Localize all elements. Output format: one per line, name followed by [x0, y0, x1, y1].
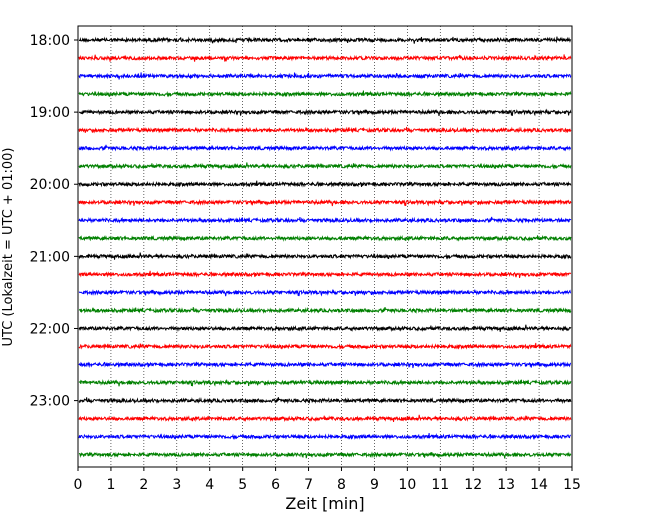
x-tick-label: 14 — [530, 477, 548, 493]
y-tick-label: 23:00 — [30, 394, 70, 410]
x-tick-label: 5 — [238, 477, 247, 493]
x-tick-label: 4 — [205, 477, 214, 493]
trace-line — [78, 270, 572, 279]
x-tick-label: 12 — [464, 477, 482, 493]
y-tick-label: 18:00 — [30, 33, 70, 49]
trace-line — [78, 162, 572, 170]
y-tick-label: 21:00 — [30, 249, 70, 265]
trace-line — [78, 342, 572, 350]
x-tick-label: 11 — [431, 477, 449, 493]
trace-line — [78, 433, 571, 441]
trace-line — [78, 198, 572, 207]
trace-line — [78, 54, 572, 62]
trace-line — [78, 72, 572, 80]
x-tick-label: 6 — [271, 477, 280, 493]
trace-line — [78, 451, 572, 459]
x-axis-label: Zeit [min] — [285, 494, 364, 513]
seismic-traces — [78, 36, 572, 459]
x-tick-label: 0 — [74, 477, 83, 493]
trace-line — [78, 36, 572, 44]
plot-frame — [77, 25, 573, 468]
y-tick-label: 22:00 — [30, 321, 70, 337]
x-tick-label: 13 — [497, 477, 515, 493]
x-tick-label: 9 — [370, 477, 379, 493]
trace-line — [78, 397, 572, 405]
x-tick-label: 7 — [304, 477, 313, 493]
trace-line — [78, 216, 572, 224]
x-tick-label: 3 — [172, 477, 181, 493]
x-tick-label: 1 — [106, 477, 115, 493]
trace-line — [78, 234, 572, 242]
trace-line — [78, 126, 572, 134]
trace-line — [78, 144, 572, 152]
trace-line — [78, 252, 572, 260]
y-tick-label: 20:00 — [30, 177, 70, 193]
trace-line — [78, 108, 572, 117]
x-axis-ticks: 0 1 2 3 4 5 6 7 8 9 10 11 12 13 14 15 — [74, 467, 581, 493]
trace-line — [78, 288, 571, 297]
trace-line — [78, 306, 572, 314]
trace-line — [78, 90, 572, 98]
trace-line — [78, 378, 572, 387]
x-tick-label: 15 — [563, 477, 581, 493]
trace-line — [78, 414, 572, 423]
x-tick-label: 2 — [139, 477, 148, 493]
x-tick-label: 8 — [337, 477, 346, 493]
y-axis-label: UTC (Lokalzeit = UTC + 01:00) — [1, 148, 16, 347]
trace-line — [78, 324, 572, 332]
x-tick-label: 10 — [398, 477, 416, 493]
trace-line — [78, 361, 572, 369]
y-axis-ticks: 18:00 19:00 20:00 21:00 22:00 23:00 — [30, 33, 78, 410]
trace-line — [78, 180, 572, 188]
y-tick-label: 19:00 — [30, 105, 70, 121]
